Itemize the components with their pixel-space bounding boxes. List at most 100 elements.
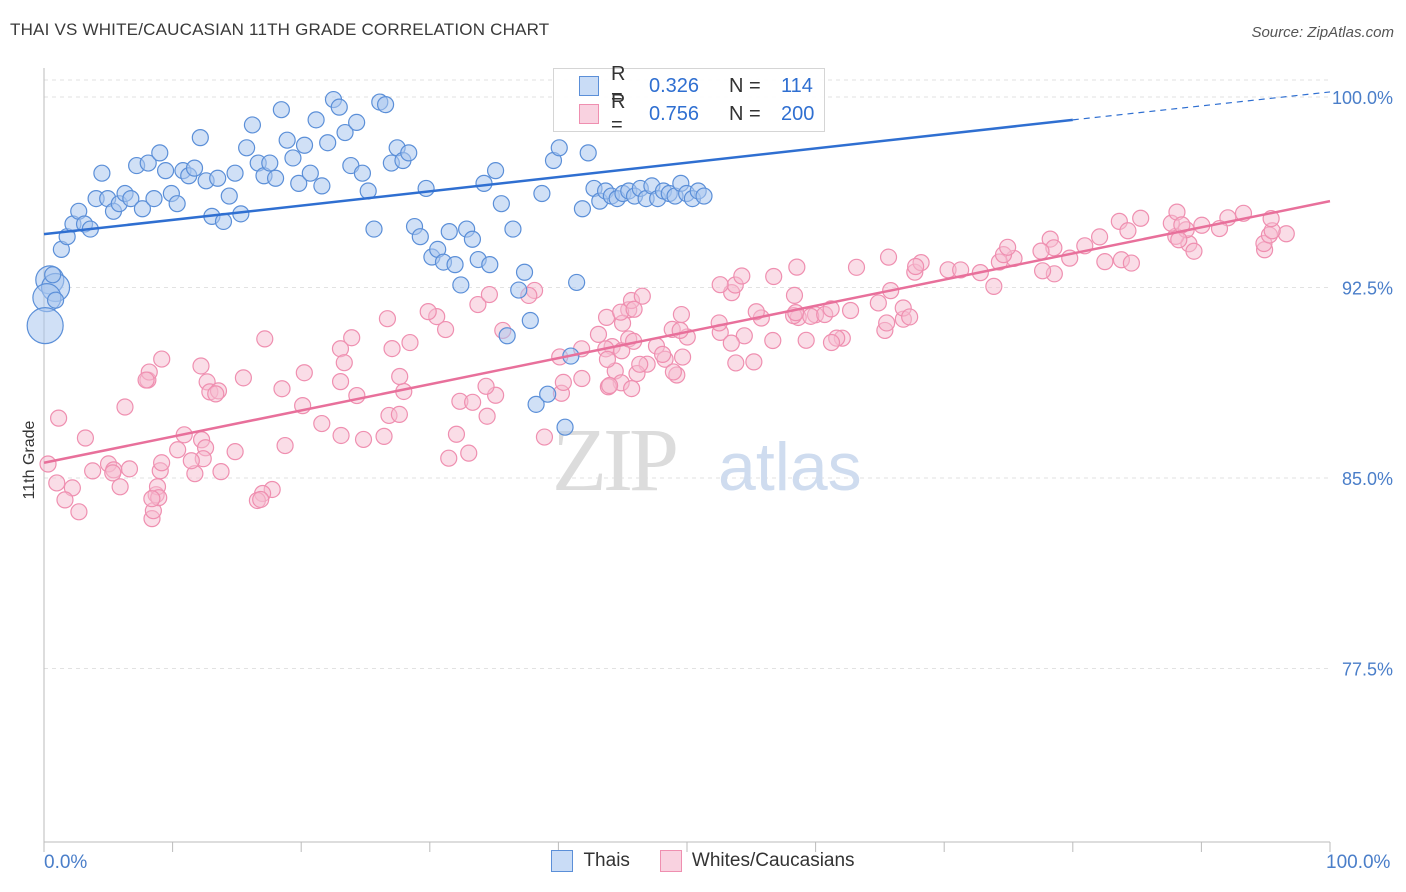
y-tick-label: 85.0% [1342, 469, 1393, 489]
thai-point [492, 195, 510, 213]
white-point [589, 325, 608, 343]
white-point [765, 267, 783, 286]
white-point [952, 261, 970, 279]
thai-point [168, 195, 186, 213]
x-tick-label-min: 0.0% [44, 852, 88, 873]
white-point [295, 364, 313, 382]
white-point [797, 331, 815, 349]
white-point [436, 320, 455, 339]
white-point [869, 294, 887, 312]
white-point [256, 330, 274, 348]
white-point [625, 300, 643, 318]
white-point [633, 287, 651, 305]
white-point [354, 430, 373, 449]
white-point [375, 427, 393, 445]
y-axis-label: 11th Grade [21, 420, 38, 500]
white-point [735, 327, 753, 345]
white-point [1032, 242, 1050, 260]
white-point [120, 460, 139, 478]
white-point [207, 385, 225, 403]
white-point [447, 425, 466, 443]
white-point [573, 369, 591, 388]
white-point [226, 443, 244, 461]
stats-legend: R = 0.326 N = 114 R = 0.756 N = 200 [553, 63, 825, 136]
white-point [276, 436, 294, 455]
white-point [711, 276, 729, 294]
white-point [1122, 254, 1140, 272]
thai-point [452, 276, 470, 294]
thai-point [272, 101, 290, 119]
white-point [401, 333, 419, 352]
thai-point [295, 136, 314, 154]
white-point [70, 503, 88, 521]
thai-point [504, 220, 522, 238]
white-point [469, 295, 487, 314]
white-point [623, 379, 641, 398]
thai-point [266, 169, 285, 187]
trend-lines [43, 91, 1331, 464]
r-label: R = [611, 63, 626, 108]
thai-point [510, 281, 528, 299]
r-label: R = [611, 91, 626, 136]
white-trend-line [43, 199, 1331, 464]
white-point [1119, 222, 1137, 240]
thai-point [290, 174, 308, 192]
white-point [1185, 242, 1203, 260]
white-swatch [579, 104, 599, 124]
thai-point [319, 134, 337, 152]
white-point [822, 300, 840, 318]
thai-point [261, 154, 279, 172]
white-point [192, 357, 210, 375]
thai-point [440, 223, 458, 241]
thai-point [301, 164, 319, 182]
thai-point [695, 187, 713, 205]
white-point [76, 429, 95, 447]
y-tick-label: 100.0% [1332, 88, 1393, 108]
white-point [383, 340, 401, 358]
white-point [788, 258, 806, 276]
thai-point [556, 418, 574, 436]
white-point [727, 354, 745, 372]
thai-point [486, 162, 505, 180]
white-point [1132, 209, 1150, 227]
white-point [672, 305, 691, 324]
white-point [999, 238, 1017, 256]
thai-point [527, 395, 545, 413]
thai-point [400, 144, 418, 162]
n-value-thais: 114 [781, 74, 813, 97]
thai-point [26, 307, 64, 345]
legend-item-thais[interactable]: Thais [551, 850, 630, 872]
white-point [182, 452, 200, 470]
thai-point [145, 190, 163, 208]
white-point [419, 303, 437, 321]
white-point [1033, 262, 1052, 280]
thai-point [498, 327, 516, 345]
thai-point [533, 184, 551, 203]
legend-row-whites: R = 0.756 N = 200 [554, 91, 831, 136]
watermark-atlas: atlas [718, 429, 862, 505]
white-point [143, 490, 161, 508]
white-point [822, 333, 841, 352]
n-value-whites: 200 [781, 102, 815, 125]
white-point [331, 373, 350, 391]
white-point [841, 301, 860, 320]
source-label: Source: ZipAtlas.com [1251, 24, 1394, 41]
thai-point [133, 200, 152, 218]
white-point [153, 350, 171, 368]
white-point [535, 428, 554, 446]
y-tick-label: 92.5% [1342, 279, 1393, 299]
n-label: N = [729, 102, 761, 125]
legend-item-whites[interactable]: Whites/Caucasians [659, 850, 855, 872]
r-value-thais: 0.326 [649, 74, 700, 97]
white-point [878, 314, 896, 332]
white-point [478, 407, 496, 425]
white-point [234, 369, 253, 387]
white-point [785, 286, 804, 304]
white-point [601, 376, 619, 395]
thai-swatch [579, 76, 599, 96]
thai-point [348, 113, 366, 132]
white-point [390, 405, 408, 424]
white-point [252, 490, 270, 509]
white-point [901, 308, 919, 326]
thai-point [191, 129, 209, 147]
